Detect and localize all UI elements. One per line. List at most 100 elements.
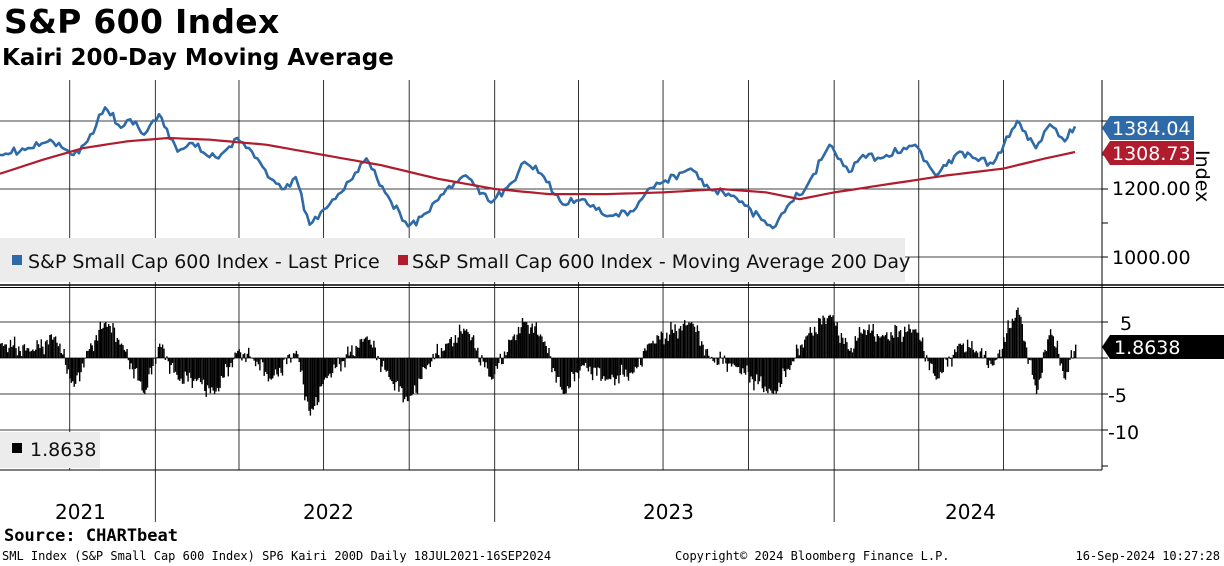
kairi-bar <box>671 329 673 358</box>
kairi-bar <box>96 340 99 358</box>
kairi-bar <box>26 348 28 358</box>
kairi-bar <box>877 336 880 358</box>
kairi-bar <box>986 358 988 365</box>
kairi-bar <box>482 358 484 362</box>
kairi-bar <box>782 358 784 369</box>
kairi-bar <box>80 358 82 373</box>
kairi-bar <box>422 358 424 367</box>
kairi-bar <box>652 340 654 358</box>
kairi-bar <box>246 353 248 358</box>
kairi-bar <box>235 353 238 358</box>
kairi-bar <box>904 326 906 358</box>
kairi-bar <box>336 358 338 367</box>
kairi-bar <box>623 358 626 377</box>
kairi-bar <box>458 324 461 358</box>
kairi-bar <box>218 358 220 392</box>
kairi-bar <box>29 351 31 358</box>
kairi-bar <box>794 357 796 359</box>
kairi-bar <box>239 352 242 358</box>
kairi-bar <box>860 332 862 358</box>
kairi-bar <box>910 332 913 358</box>
kairi-bar <box>894 324 896 358</box>
kairi-bar <box>262 358 264 363</box>
kairi-bar <box>333 358 335 365</box>
kairi-bar <box>598 358 601 369</box>
kairi-bar <box>270 358 272 380</box>
kairi-bar <box>750 358 752 377</box>
kairi-bar <box>18 346 20 358</box>
kairi-bar <box>836 322 838 358</box>
kairi-bar <box>740 358 743 375</box>
kairi-bar <box>586 358 588 368</box>
kairi-bar <box>1069 358 1071 360</box>
kairi-bar <box>348 355 350 358</box>
kairi-bar <box>163 348 165 358</box>
kairi-bar <box>780 358 783 384</box>
kairi-bar <box>971 341 973 358</box>
kairi-bar <box>421 358 423 379</box>
kairi-bar <box>260 358 262 360</box>
kairi-bar <box>629 358 631 374</box>
kairi-bar <box>867 330 869 358</box>
kairi-bar <box>92 351 95 358</box>
kairi-bar <box>123 349 125 358</box>
kairi-bar <box>996 358 998 360</box>
kairi-bar <box>902 336 905 358</box>
kairi-bar <box>215 358 217 392</box>
kairi-bar <box>797 348 799 358</box>
kairi-bar <box>808 333 810 358</box>
kairi-bar <box>201 358 203 385</box>
kairi-bar <box>605 358 608 380</box>
kairi-bar <box>743 358 745 373</box>
kairi-bar <box>40 339 42 358</box>
kairi-bar <box>888 340 891 358</box>
ma-value-label: 1308.73 <box>1112 143 1191 165</box>
kairi-bar <box>148 358 150 375</box>
kairi-bar <box>424 358 426 369</box>
kairi-bar <box>952 354 954 358</box>
kairi-bar <box>530 327 532 358</box>
kairi-bar <box>74 358 77 384</box>
kairi-bar <box>1053 346 1056 358</box>
kairi-bar <box>869 332 872 358</box>
kairi-bar <box>367 340 370 358</box>
kairi-bar <box>461 333 464 358</box>
kairi-bar <box>365 337 367 358</box>
kairi-bar <box>1056 340 1059 358</box>
kairi-bar <box>649 343 651 358</box>
kairi-bar <box>980 348 983 358</box>
kairi-bar <box>633 358 635 373</box>
kairi-bar <box>401 358 403 389</box>
kairi-bar <box>616 358 619 376</box>
kairi-bar <box>875 341 877 358</box>
kairi-bar <box>290 358 292 363</box>
kairi-bar <box>127 358 130 361</box>
kairi-bar <box>802 347 804 358</box>
kairi-bar <box>186 358 188 376</box>
kairi-bar <box>174 358 177 372</box>
kairi-bar <box>924 358 926 362</box>
kairi-bar <box>503 351 506 358</box>
kairi-bar <box>525 322 528 358</box>
kairi-bar <box>393 358 396 391</box>
kairi-bar <box>822 315 824 358</box>
kairi-bar <box>818 318 820 358</box>
kairi-bar <box>737 358 740 367</box>
kairi-bar <box>160 347 162 358</box>
kairi-bar <box>12 345 14 358</box>
kairi-bar <box>66 358 68 374</box>
kairi-bar <box>615 358 617 379</box>
kairi-bar <box>611 358 613 375</box>
kairi-bar <box>631 358 634 374</box>
year-label-2022: 2022 <box>303 500 354 524</box>
kairi-bar <box>179 358 181 381</box>
kairi-bar <box>865 335 868 358</box>
kairi-bar <box>392 358 394 384</box>
kairi-bar <box>509 340 511 358</box>
kairi-bar <box>1075 344 1077 358</box>
footer-copyright: Copyright© 2024 Bloomberg Finance L.P. <box>675 549 950 563</box>
kairi-bar <box>254 358 257 367</box>
kairi-bar <box>381 358 383 367</box>
kairi-bar <box>735 358 737 367</box>
kairi-bar <box>682 323 685 358</box>
